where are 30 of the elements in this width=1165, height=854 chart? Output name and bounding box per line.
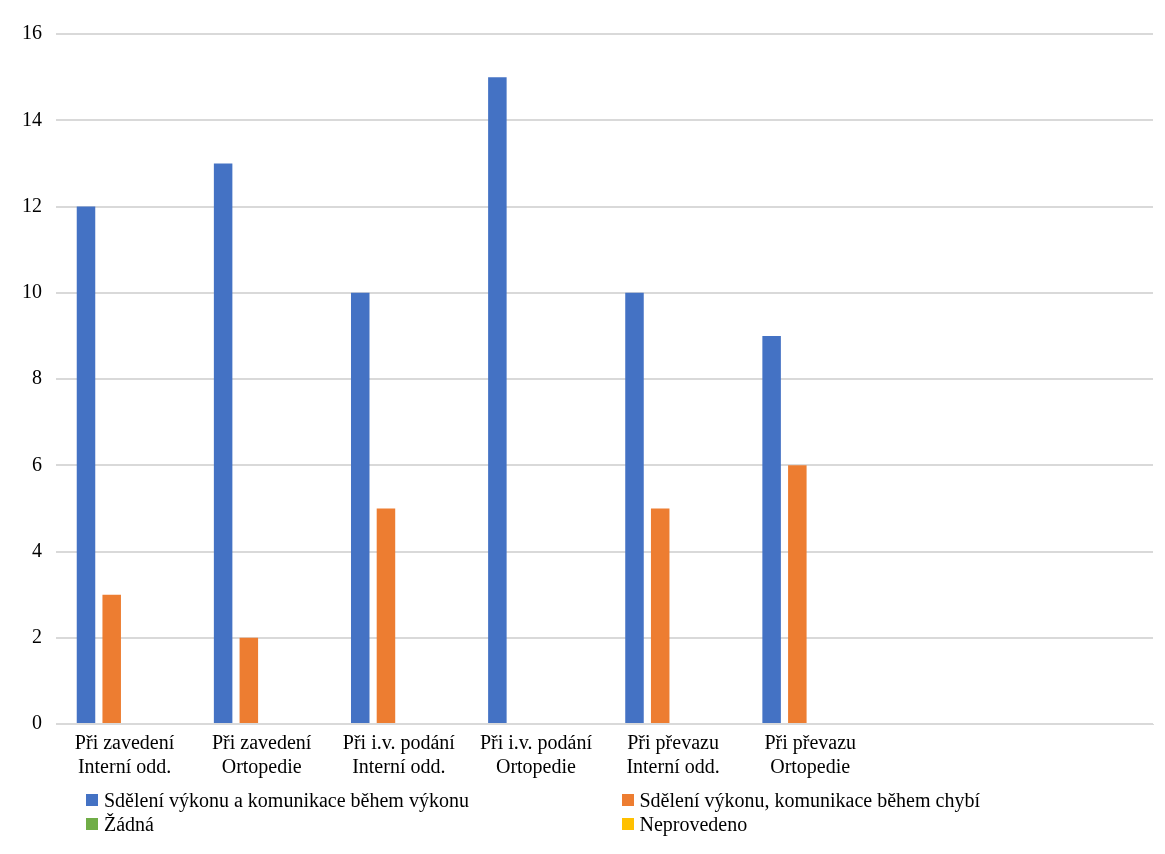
legend-label: Sdělení výkonu, komunikace během chybí <box>639 788 980 812</box>
bar <box>213 163 233 723</box>
bar <box>625 292 644 723</box>
x-tick-label: Při převazu Interní odd. <box>626 731 720 778</box>
y-tick-label: 8 <box>32 366 42 389</box>
x-tick-label: Při i.v. podání Ortopedie <box>479 731 593 779</box>
y-tick-label: 2 <box>32 625 42 647</box>
y-tick-label: 10 <box>22 280 42 302</box>
legend-label: Žádná <box>104 812 154 836</box>
x-tick-label: Při zavedení Interní odd. <box>74 731 175 778</box>
bar <box>762 335 781 723</box>
y-tick-label: 0 <box>32 711 42 734</box>
bar <box>239 637 259 723</box>
bar <box>788 465 807 723</box>
legend-label: Sdělení výkonu a komunikace během výkonu <box>104 788 469 812</box>
x-tick-label: Při zavedení Ortopedie <box>211 731 312 779</box>
bar <box>350 292 370 723</box>
y-tick-label: 4 <box>32 538 42 561</box>
y-tick-label: 14 <box>22 107 42 130</box>
bar <box>376 508 396 723</box>
y-tick-label: 16 <box>22 21 42 44</box>
bar <box>650 508 670 723</box>
x-tick-label: Při i.v. podání Interní odd. <box>342 731 456 778</box>
x-tick-label: Při převazu Ortopedie <box>764 731 857 779</box>
bar <box>488 77 507 723</box>
legend-label: Neprovedeno <box>639 812 748 836</box>
y-tick-label: 6 <box>32 452 42 475</box>
bar <box>76 206 96 723</box>
bar <box>102 594 121 723</box>
y-tick-label: 12 <box>22 193 42 216</box>
